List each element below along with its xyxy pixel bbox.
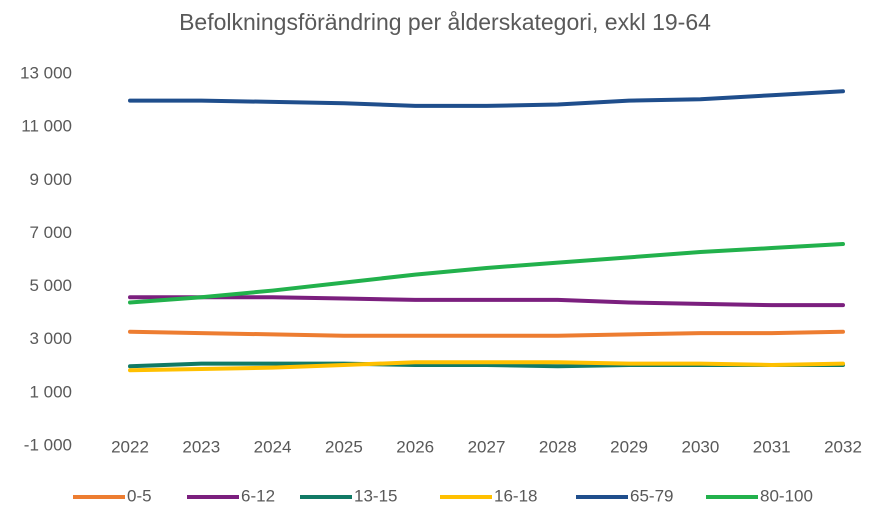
legend-label: 13-15: [354, 486, 397, 505]
x-tick-label: 2023: [182, 437, 220, 456]
y-tick-label: -1 000: [24, 435, 72, 454]
y-tick-label: 3 000: [29, 329, 72, 348]
legend-label: 16-18: [494, 486, 537, 505]
x-tick-label: 2030: [681, 437, 719, 456]
x-tick-label: 2025: [325, 437, 363, 456]
x-tick-label: 2032: [824, 437, 862, 456]
y-tick-label: 9 000: [29, 170, 72, 189]
series-line: [128, 89, 845, 108]
x-tick-label: 2029: [610, 437, 648, 456]
series-line: [128, 329, 845, 338]
legend-label: 6-12: [241, 486, 275, 505]
series-line: [128, 360, 845, 373]
x-tick-label: 2026: [396, 437, 434, 456]
legend-label: 65-79: [630, 486, 673, 505]
y-tick-label: 11 000: [21, 117, 72, 136]
series-line: [128, 295, 845, 308]
y-tick-label: 1 000: [29, 382, 72, 401]
x-tick-label: 2027: [468, 437, 506, 456]
x-tick-label: 2028: [539, 437, 577, 456]
x-tick-label: 2031: [753, 437, 791, 456]
chart-title: Befolkningsförändring per ålderskategori…: [179, 9, 711, 35]
legend-label: 0-5: [127, 486, 152, 505]
y-tick-label: 7 000: [29, 223, 72, 242]
y-tick-label: 5 000: [29, 276, 72, 295]
x-tick-label: 2022: [111, 437, 149, 456]
y-tick-label: 13 000: [20, 63, 72, 82]
series-line: [128, 242, 845, 305]
x-tick-label: 2024: [254, 437, 292, 456]
legend-label: 80-100: [760, 486, 813, 505]
